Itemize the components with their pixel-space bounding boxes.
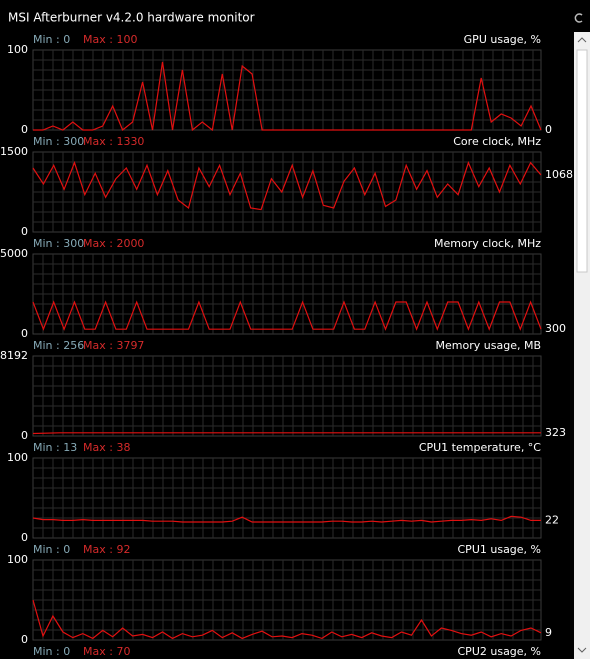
min-label: Min : 300 <box>33 237 84 250</box>
min-label: Min : 0 <box>33 543 70 556</box>
sensor-line <box>32 515 541 523</box>
y-min-label: 0 <box>21 225 28 238</box>
current-value: 1068 <box>545 168 573 181</box>
y-min-label: 0 <box>21 429 28 442</box>
monitor-panel: Min : 0 Max : 70 CPU2 usage, % <box>33 645 541 658</box>
monitor-panel: Min : 0 Max : 92 CPU1 usage, % 100 0 9 <box>7 543 552 646</box>
sensor-line <box>32 599 542 640</box>
y-min-label: 0 <box>21 531 28 544</box>
min-label: Min : 0 <box>33 645 70 658</box>
sensor-line <box>32 160 542 211</box>
y-min-label: 0 <box>21 327 28 340</box>
current-value: 22 <box>545 513 559 526</box>
panel-name: GPU usage, % <box>464 33 541 46</box>
panel-name: Memory clock, MHz <box>434 237 541 250</box>
monitor-panel: Min : 0 Max : 100 GPU usage, % 100 0 0 <box>7 33 552 136</box>
current-value: 323 <box>545 426 566 439</box>
current-value: 300 <box>545 322 566 335</box>
y-max-label: 100 <box>7 451 28 464</box>
max-label: Max : 92 <box>83 543 130 556</box>
scrollbar[interactable] <box>574 32 590 659</box>
window-title: MSI Afterburner v4.2.0 hardware monitor <box>8 11 255 25</box>
y-min-label: 0 <box>21 633 28 646</box>
y-max-label: 1500 <box>0 145 28 158</box>
max-label: Max : 38 <box>83 441 130 454</box>
current-value: 0 <box>545 123 552 136</box>
y-max-label: 100 <box>7 553 28 566</box>
min-label: Min : 13 <box>33 441 77 454</box>
current-value: 9 <box>545 626 552 639</box>
panel-name: Memory usage, MB <box>436 339 541 352</box>
refresh-icon[interactable] <box>574 13 583 23</box>
y-max-label: 5000 <box>0 247 28 260</box>
min-label: Min : 256 <box>33 339 84 352</box>
max-label: Max : 70 <box>83 645 130 658</box>
max-label: Max : 3797 <box>83 339 144 352</box>
min-label: Min : 300 <box>33 135 84 148</box>
min-label: Min : 0 <box>33 33 70 46</box>
y-min-label: 0 <box>21 123 28 136</box>
scrollbar-thumb[interactable] <box>576 49 588 273</box>
monitor-panel: Min : 13 Max : 38 CPU1 temperature, °C 100 0… <box>7 441 559 544</box>
max-label: Max : 2000 <box>83 237 144 250</box>
sensor-line <box>32 432 541 435</box>
y-max-label: 100 <box>7 43 28 56</box>
max-label: Max : 100 <box>83 33 137 46</box>
scroll-up[interactable] <box>577 37 587 43</box>
panel-name: CPU1 usage, % <box>458 543 542 556</box>
max-label: Max : 1330 <box>83 135 144 148</box>
sensor-line <box>32 300 542 331</box>
y-max-label: 8192 <box>0 349 28 362</box>
sensor-line <box>33 61 542 132</box>
panel-name: Core clock, MHz <box>453 135 541 148</box>
scroll-down[interactable] <box>577 647 587 653</box>
panel-name: CPU1 temperature, °C <box>419 441 541 454</box>
panel-name: CPU2 usage, % <box>458 645 542 658</box>
